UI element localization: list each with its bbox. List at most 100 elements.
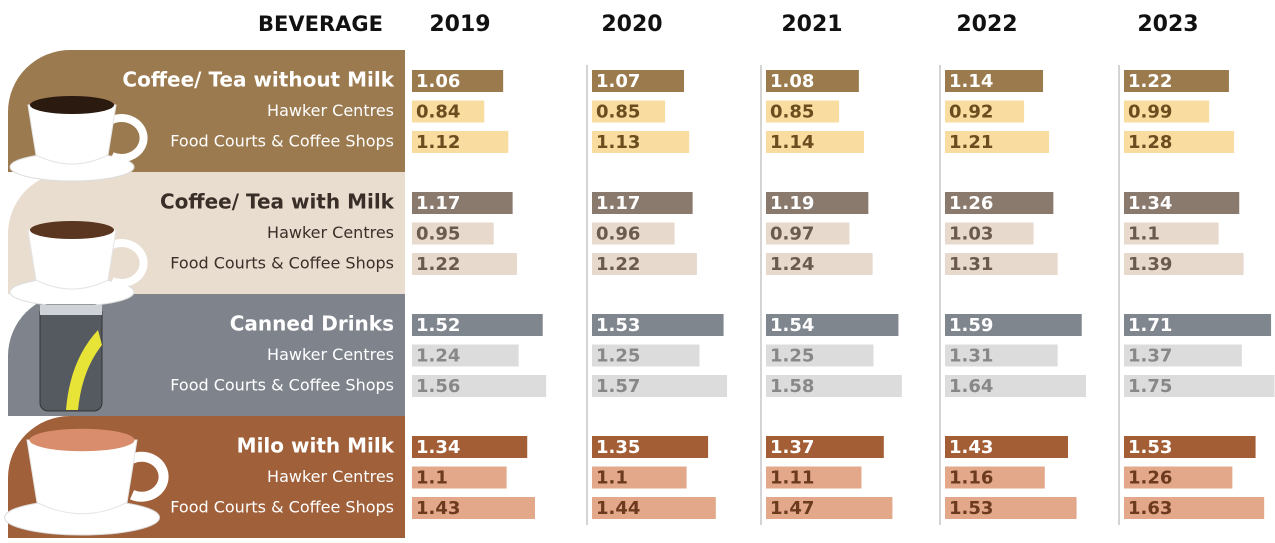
bar-value: 1.17: [596, 193, 640, 214]
bar-value: 1.1: [1128, 224, 1160, 245]
cup-body: [27, 104, 117, 165]
bar-value: 1.71: [1128, 315, 1172, 336]
bar-value: 1.21: [949, 132, 993, 153]
bar: [1124, 70, 1229, 92]
bar: [412, 436, 528, 458]
bar-value: 0.99: [1128, 102, 1172, 123]
bar-value: 0.85: [596, 102, 640, 123]
bar: [945, 253, 1058, 275]
bar-value: 1.43: [949, 437, 993, 458]
bar: [945, 344, 1058, 367]
row-label: Hawker Centres: [267, 467, 394, 486]
bar: [945, 131, 1050, 153]
bar: [592, 344, 700, 367]
row-label: Food Courts & Coffee Shops: [170, 498, 394, 517]
bar-value: 1.08: [770, 71, 814, 92]
bar-value: 1.26: [949, 193, 993, 214]
cup-body: [26, 439, 138, 515]
bar-value: 1.13: [596, 132, 640, 153]
bar-value: 0.92: [949, 102, 993, 123]
bar-value: 1.25: [596, 346, 640, 367]
bar: [766, 497, 893, 519]
bar: [766, 253, 873, 275]
bar: [1124, 344, 1242, 367]
bar-value: 0.97: [770, 224, 814, 245]
bar: [412, 70, 504, 92]
bar-value: 1.53: [1128, 437, 1172, 458]
bar-value: 1.22: [416, 254, 460, 275]
group-title: Coffee/ Tea without Milk: [122, 68, 394, 92]
bar: [592, 497, 716, 519]
bar-value: 1.37: [770, 437, 814, 458]
bar: [412, 375, 547, 397]
bar-value: 1.22: [1128, 71, 1172, 92]
bar: [766, 70, 859, 92]
bar-value: 1.35: [596, 437, 640, 458]
column-year: 2019: [429, 12, 490, 37]
group-title: Coffee/ Tea with Milk: [160, 190, 395, 214]
bar-value: 1.11: [770, 468, 814, 489]
bar-value: 0.95: [416, 224, 460, 245]
cup-liquid: [30, 96, 114, 114]
bar-value: 1.14: [770, 132, 814, 153]
bar: [945, 70, 1044, 92]
bar-value: 1.12: [416, 132, 460, 153]
cup-handle: [110, 239, 148, 287]
bar: [592, 314, 724, 336]
bar-value: 1.75: [1128, 376, 1172, 397]
bar-value: 1.54: [770, 315, 814, 336]
cup-liquid: [29, 428, 135, 452]
column-header: BEVERAGE: [258, 12, 383, 36]
bar: [945, 436, 1068, 458]
bar: [592, 70, 685, 92]
bar-value: 0.85: [770, 102, 814, 123]
bar-value: 1.31: [949, 346, 993, 367]
bar-value: 1.53: [949, 498, 993, 519]
bar: [412, 253, 517, 275]
bar-value: 1.19: [770, 193, 814, 214]
bar: [1124, 253, 1244, 275]
bar-value: 1.22: [596, 254, 640, 275]
bar-value: 1.59: [949, 315, 993, 336]
bar-value: 1.43: [416, 498, 460, 519]
bar-value: 1.63: [1128, 498, 1172, 519]
bar: [1124, 375, 1275, 397]
bar: [1124, 314, 1272, 336]
row-label: Hawker Centres: [267, 223, 394, 242]
bar-value: 1.58: [770, 376, 814, 397]
bar: [1124, 222, 1219, 245]
bar-value: 1.14: [949, 71, 993, 92]
bar: [766, 466, 862, 489]
bar-value: 1.24: [416, 346, 460, 367]
bar: [766, 131, 865, 153]
group-panel: [8, 294, 405, 416]
bar: [592, 436, 709, 458]
cup-handle: [110, 114, 148, 162]
bar: [766, 375, 902, 397]
bar: [945, 375, 1087, 397]
bar-value: 1.17: [416, 193, 460, 214]
bar-value: 1.25: [770, 346, 814, 367]
bar-value: 1.28: [1128, 132, 1172, 153]
bar: [945, 100, 1025, 123]
column-year: 2023: [1137, 12, 1198, 37]
bar: [412, 131, 509, 153]
can-top: [40, 305, 102, 315]
bar: [945, 222, 1034, 245]
bar: [412, 466, 507, 489]
bar: [412, 497, 535, 519]
bar: [766, 436, 884, 458]
bar: [945, 192, 1054, 214]
bar-value: 1.16: [949, 468, 993, 489]
bar: [1124, 436, 1256, 458]
bar: [592, 192, 693, 214]
bar: [1124, 100, 1210, 123]
column-year: 2020: [601, 12, 662, 37]
row-label: Food Courts & Coffee Shops: [170, 254, 394, 273]
row-label: Food Courts & Coffee Shops: [170, 132, 394, 151]
bar-value: 1.03: [949, 224, 993, 245]
bar-value: 1.57: [596, 376, 640, 397]
bar-value: 1.52: [416, 315, 460, 336]
